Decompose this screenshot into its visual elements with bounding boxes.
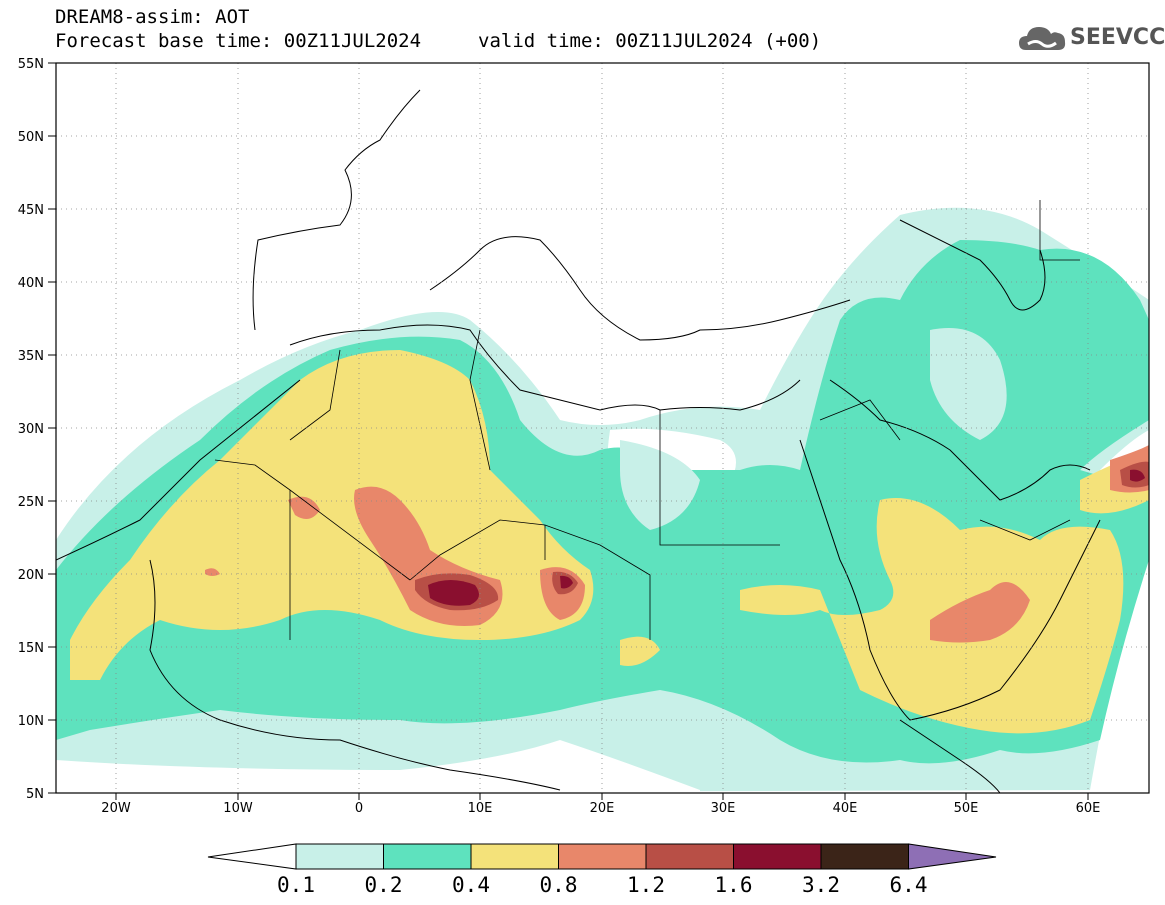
colorbar-label: 0.2 (365, 873, 403, 897)
cloud-icon (1019, 27, 1066, 50)
colorbar-label: 1.2 (627, 873, 665, 897)
lon-label: 20W (101, 801, 131, 816)
map-title: DREAM8-assim: AOT (55, 6, 250, 28)
lat-label: 25N (18, 495, 44, 510)
colorbar-segment (295, 843, 384, 870)
lon-label: 60E (1076, 801, 1101, 816)
grid-lines (56, 63, 1149, 793)
colorbar-low-arrow (207, 843, 297, 870)
colorbar-segment (558, 843, 647, 870)
aot-level-1.6 (428, 580, 479, 606)
logo-text: SEEVCCC (1070, 25, 1165, 50)
lon-label: 40E (833, 801, 858, 816)
colorbar-segment (820, 843, 909, 870)
colorbar-label: 0.1 (277, 873, 315, 897)
lon-label: 10E (468, 801, 493, 816)
coastlines (56, 89, 1101, 793)
colorbar-label: 0.4 (452, 873, 490, 897)
lat-labels: 55N 50N 45N 40N 35N 30N 25N 20N 15N 10N … (18, 57, 44, 802)
colorbar-high-arrow (908, 843, 997, 870)
lat-label: 45N (18, 203, 44, 218)
colorbar-segment (470, 843, 559, 870)
lon-label: 10W (223, 801, 253, 816)
lon-label: 30E (711, 801, 736, 816)
colorbar-label: 1.6 (715, 873, 753, 897)
country-borders (214, 200, 1080, 640)
lon-label: 50E (954, 801, 979, 816)
lat-label: 50N (18, 130, 44, 145)
seevccc-logo: SEEVCCC (1018, 22, 1165, 56)
lat-label: 10N (18, 714, 44, 729)
lat-label: 40N (18, 276, 44, 291)
colorbar: 0.1 0.2 0.4 0.8 1.2 1.6 3.2 6.4 (207, 843, 997, 897)
lat-label: 55N (18, 57, 44, 72)
valid-time: valid time: 00Z11JUL2024 (+00) (478, 30, 822, 52)
colorbar-segment (645, 843, 734, 870)
colorbar-label: 6.4 (890, 873, 928, 897)
colorbar-label: 3.2 (802, 873, 840, 897)
colorbar-segment (733, 843, 822, 870)
lat-label: 15N (18, 641, 44, 656)
lat-label: 20N (18, 568, 44, 583)
lon-label: 0 (355, 801, 363, 816)
colorbar-label: 0.8 (540, 873, 578, 897)
lon-label: 20E (590, 801, 615, 816)
lat-label: 30N (18, 422, 44, 437)
aot-level-0.4-east (740, 498, 1124, 734)
colorbar-segment (383, 843, 472, 870)
forecast-base-time: Forecast base time: 00Z11JUL2024 (55, 30, 422, 52)
aot-fields (56, 207, 1149, 793)
lat-label: 5N (26, 787, 44, 802)
lat-label: 35N (18, 349, 44, 364)
lon-labels: 20W 10W 0 10E 20E 30E 40E 50E 60E (101, 801, 1100, 816)
axis-ticks (48, 62, 1089, 800)
